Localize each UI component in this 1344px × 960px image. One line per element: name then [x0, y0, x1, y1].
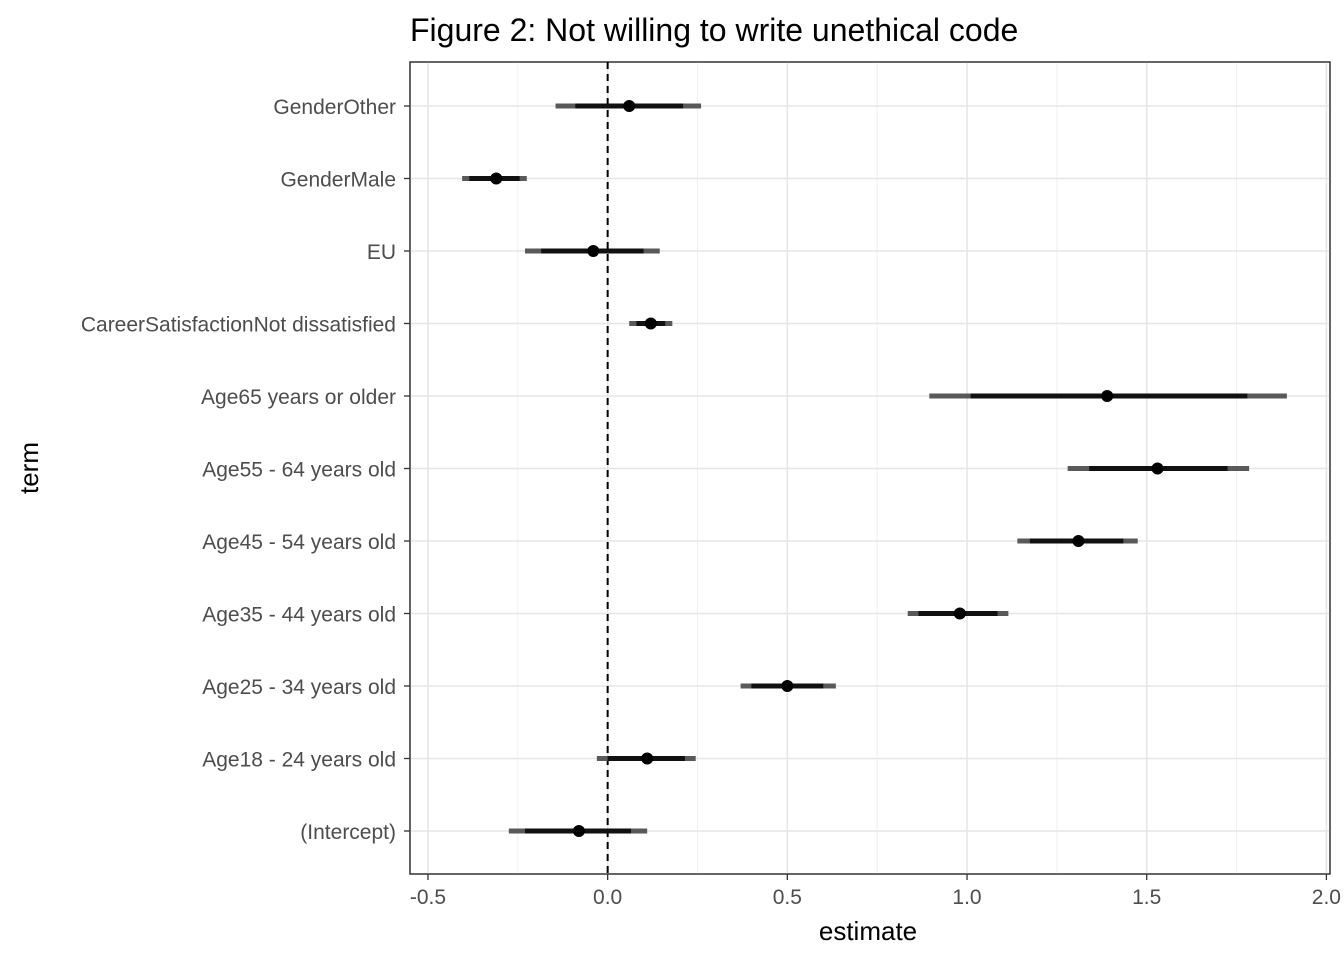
y-tick-label: CareerSatisfactionNot dissatisfied	[81, 314, 396, 337]
estimate-point	[1101, 390, 1114, 402]
x-tick-label: 0.0	[593, 886, 622, 909]
estimate-point	[781, 680, 794, 692]
y-tick-label: Age65 years or older	[201, 386, 396, 409]
estimate-point	[490, 172, 503, 185]
x-axis-ticks: -0.5 0.0 0.5 1.0 1.5 2.0	[410, 874, 1341, 909]
x-tick-label: 0.5	[773, 886, 802, 909]
y-axis-ticks: GenderOther GenderMale EU CareerSatisfactio…	[81, 96, 410, 844]
x-tick-label: 1.0	[952, 886, 981, 909]
estimate-point	[1151, 462, 1164, 475]
chart-title: Figure 2: Not willing to write unethical…	[410, 12, 1018, 48]
estimate-point	[641, 752, 654, 765]
y-tick-label: Age55 - 64 years old	[202, 459, 396, 482]
y-tick-label: GenderMale	[280, 169, 396, 192]
y-axis-title: term	[14, 442, 44, 494]
y-tick-label: Age45 - 54 years old	[202, 531, 396, 554]
x-tick-label: -0.5	[410, 886, 446, 909]
y-tick-label: EU	[367, 241, 396, 264]
x-tick-label: 1.5	[1132, 886, 1161, 909]
estimate-point	[623, 100, 636, 112]
x-tick-label: 2.0	[1312, 886, 1341, 909]
estimate-point	[587, 245, 600, 257]
y-tick-label: (Intercept)	[300, 821, 396, 844]
y-tick-label: GenderOther	[273, 96, 396, 119]
x-axis-title: estimate	[819, 916, 917, 946]
estimate-point	[953, 607, 966, 620]
estimate-point	[572, 825, 585, 837]
estimate-point	[644, 317, 657, 330]
y-tick-label: Age18 - 24 years old	[202, 749, 396, 772]
data-marks	[462, 100, 1287, 837]
y-tick-label: Age25 - 34 years old	[202, 676, 396, 699]
y-tick-label: Age35 - 44 years old	[202, 604, 396, 627]
estimate-point	[1072, 535, 1085, 547]
